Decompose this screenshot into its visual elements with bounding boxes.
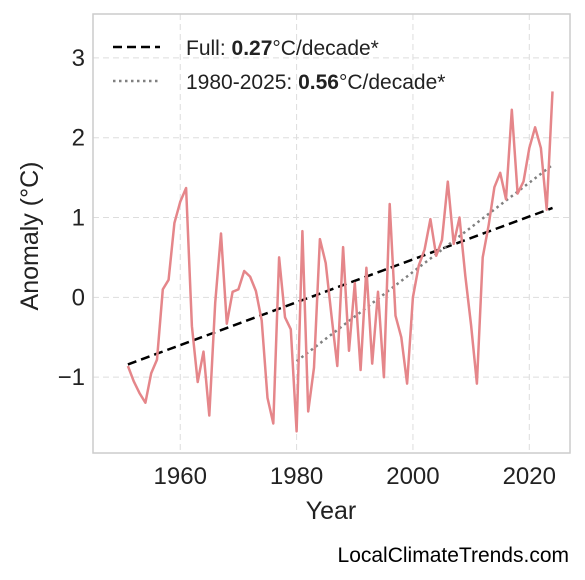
y-tick-label: 2: [72, 125, 85, 152]
legend-recent-text: 1980-2025: 0.56°C/decade*: [186, 71, 445, 94]
y-tick-label: −1: [58, 364, 85, 391]
x-tick-label: 2020: [503, 463, 556, 490]
legend-recent-unit: °C/decade*: [339, 71, 445, 94]
legend-full-text: Full: 0.27°C/decade*: [186, 37, 379, 60]
x-tick-label: 1960: [154, 463, 207, 490]
series-layer: [126, 91, 554, 433]
legend-full-value: 0.27: [232, 37, 273, 60]
x-tick-label: 1980: [270, 463, 323, 490]
plot-frame: [92, 13, 571, 454]
tick-layer: 1960 1980 2000 2020 3 2 1 0 −1: [58, 45, 556, 490]
y-tick-label: 3: [72, 45, 85, 72]
legend-recent-label: 1980-2025:: [186, 71, 298, 94]
trend-line-recent: [295, 163, 554, 363]
y-axis-label: Anomaly (°C): [16, 162, 44, 311]
y-tick-label: 1: [72, 205, 85, 232]
legend-full-label: Full:: [186, 37, 232, 60]
x-tick-label: 2000: [386, 463, 439, 490]
grid-layer: [93, 14, 570, 453]
anomaly-series-line: [126, 91, 554, 433]
legend-recent-value: 0.56: [298, 71, 339, 94]
x-axis-label: Year: [306, 497, 357, 525]
legend: Full: 0.27°C/decade* 1980-2025: 0.56°C/d…: [113, 37, 445, 94]
y-tick-label: 0: [72, 284, 85, 311]
legend-full-unit: °C/decade*: [272, 37, 378, 60]
watermark: LocalClimateTrends.com: [337, 544, 569, 567]
